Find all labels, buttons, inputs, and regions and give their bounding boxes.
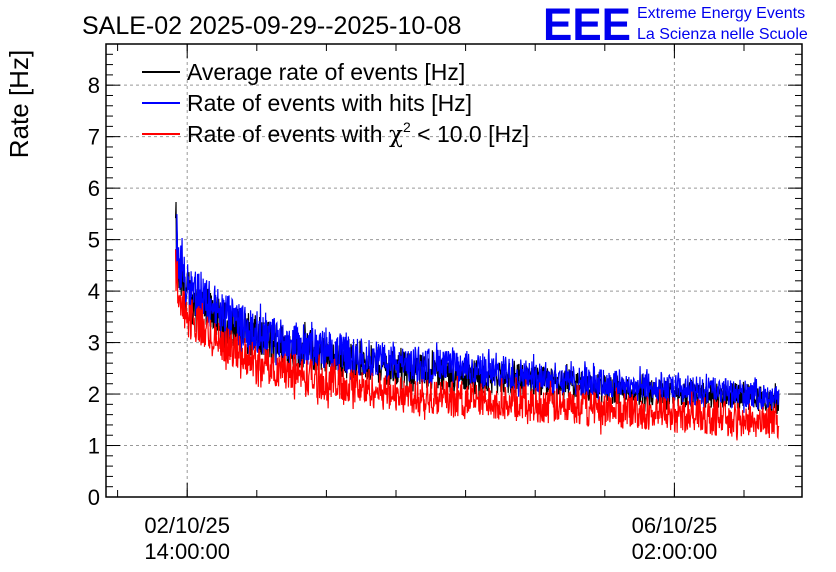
series-line-2 xyxy=(175,249,780,441)
y-axis-label: Rate [Hz] xyxy=(4,50,34,158)
eee-logo: EEE Extreme Energy Events La Scienza nel… xyxy=(543,0,808,50)
eee-logo-line2: La Scienza nelle Scuole xyxy=(637,26,808,43)
tick-marks xyxy=(106,43,802,498)
y-tick-label: 7 xyxy=(88,125,100,150)
y-tick-label: 3 xyxy=(88,331,100,356)
series-layer xyxy=(175,202,780,441)
y-tick-label: 1 xyxy=(88,434,100,459)
x-tick-date: 02/10/25 xyxy=(144,513,230,538)
legend-chi2-prefix: Rate of events with xyxy=(187,121,389,147)
legend-chi2-sup: 2 xyxy=(403,119,411,135)
legend-label-avg: Average rate of events [Hz] xyxy=(187,59,465,85)
legend: Average rate of events [Hz] Rate of even… xyxy=(142,59,529,148)
legend-chi2-symbol: χ xyxy=(389,122,403,148)
legend-chi2-suffix: < 10.0 [Hz] xyxy=(411,121,529,147)
series-line-1 xyxy=(175,214,780,413)
y-tick-label: 4 xyxy=(88,279,100,304)
y-tick-labels: 0 1 2 3 4 5 6 7 8 xyxy=(88,73,100,510)
eee-logo-mark: EEE xyxy=(543,0,631,50)
x-tick-date: 06/10/25 xyxy=(632,513,718,538)
x-tick-time: 02:00:00 xyxy=(632,539,718,564)
y-tick-label: 8 xyxy=(88,73,100,98)
legend-label-hits: Rate of events with hits [Hz] xyxy=(187,90,472,116)
eee-logo-line1: Extreme Energy Events xyxy=(637,5,805,22)
y-tick-label: 0 xyxy=(88,485,100,510)
y-tick-label: 6 xyxy=(88,176,100,201)
chart-title: SALE-02 2025-09-29--2025-10-08 xyxy=(82,12,461,40)
x-tick-time: 14:00:00 xyxy=(144,539,230,564)
y-tick-label: 2 xyxy=(88,382,100,407)
y-tick-label: 5 xyxy=(88,228,100,253)
legend-label-chi2: Rate of events with χ2 < 10.0 [Hz] xyxy=(187,119,529,148)
